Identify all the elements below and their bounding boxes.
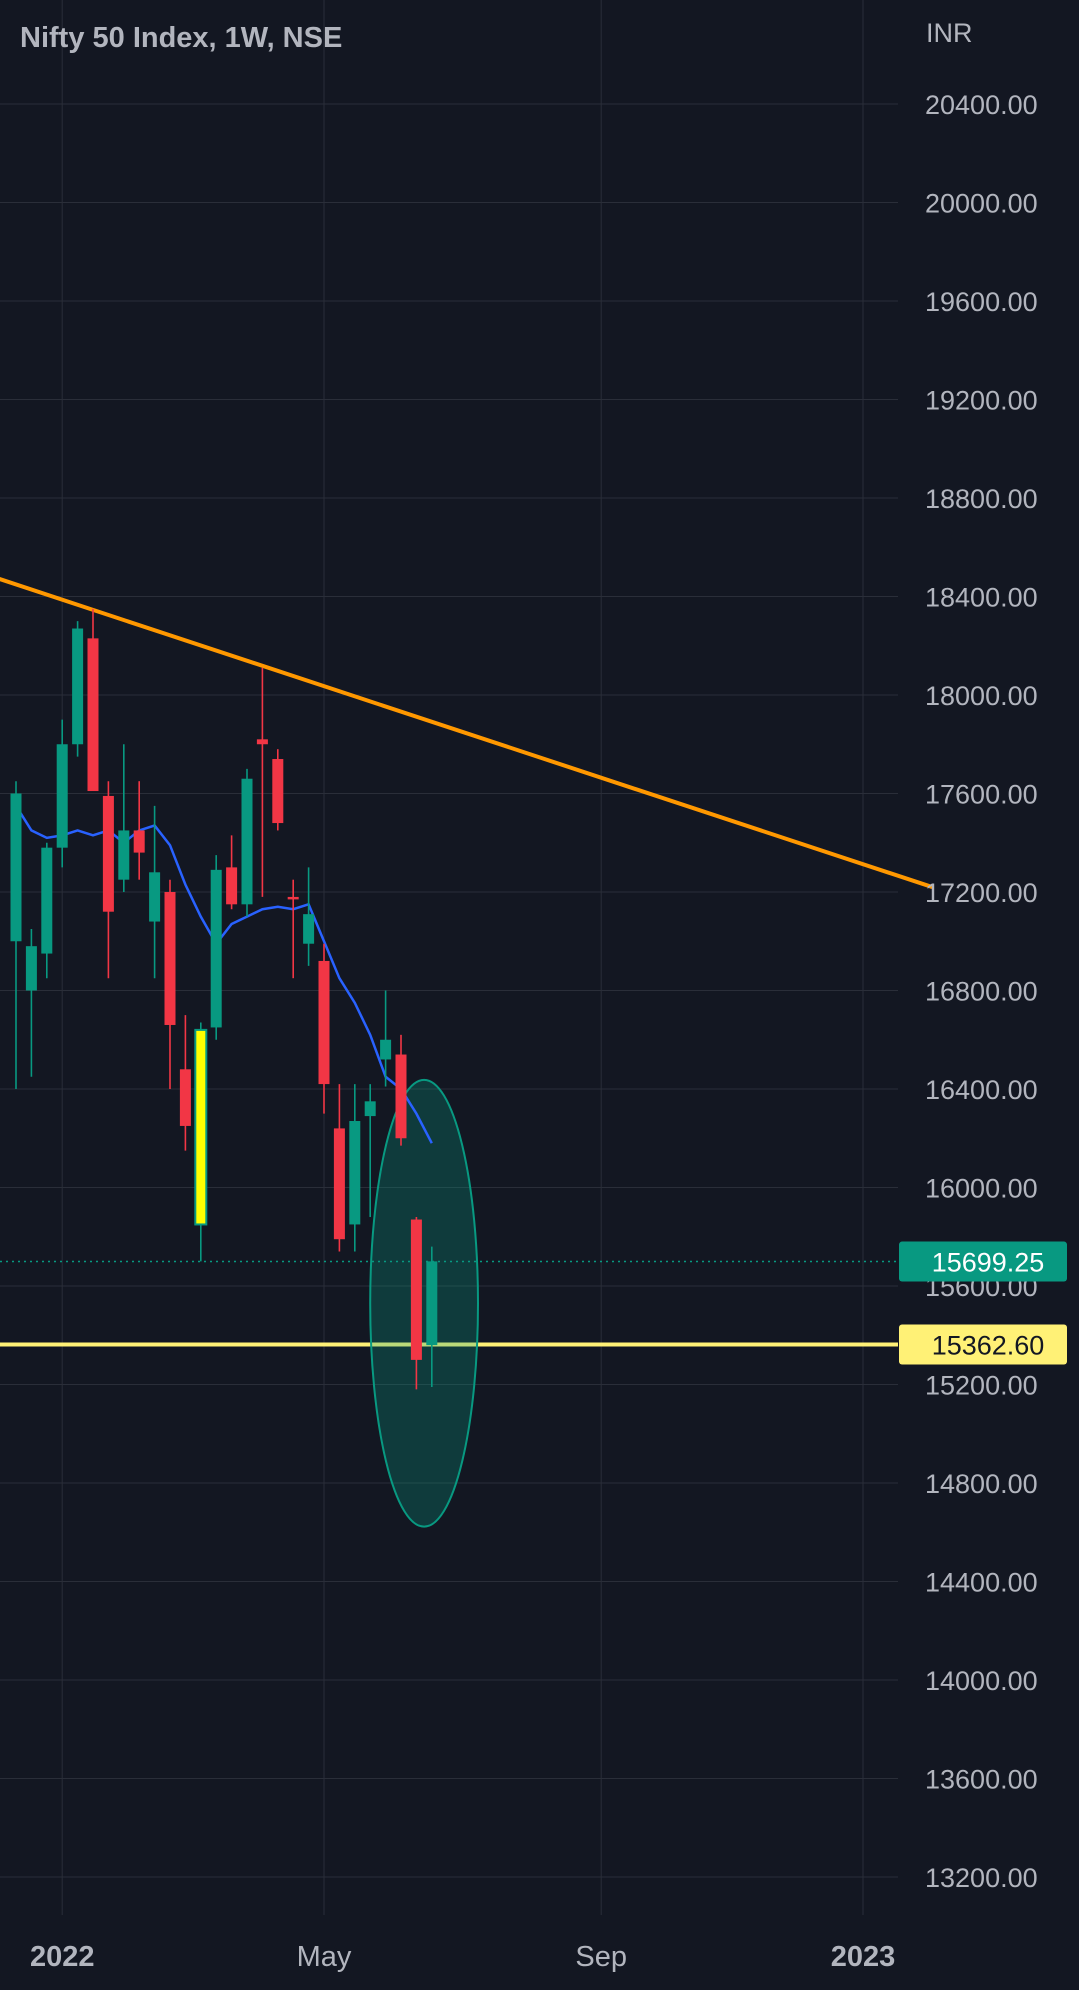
- x-tick-label: 2023: [831, 1941, 896, 1973]
- candle-body: [72, 628, 84, 745]
- chart-grid: [0, 0, 898, 1915]
- candle-body: [226, 867, 238, 905]
- candle-body: [210, 869, 222, 1028]
- candle-body: [10, 793, 22, 942]
- candle-body: [287, 896, 299, 900]
- price-axis[interactable]: INR 20400.00 20000.00 19600.00 19200.00 1880…: [925, 18, 1038, 1893]
- y-tick-label: 19200.00: [925, 386, 1038, 416]
- candle-body: [395, 1054, 407, 1139]
- x-tick-label: 2022: [30, 1941, 95, 1973]
- candle-body: [333, 1128, 345, 1240]
- candle-body: [349, 1121, 361, 1225]
- candle-body: [25, 946, 37, 991]
- candle-body: [241, 778, 253, 905]
- y-tick-label: 15200.00: [925, 1371, 1038, 1401]
- candle-body: [380, 1039, 392, 1060]
- currency-label: INR: [926, 18, 973, 48]
- y-tick-label: 16400.00: [925, 1075, 1038, 1105]
- y-tick-label: 20000.00: [925, 189, 1038, 219]
- y-tick-label: 14000.00: [925, 1666, 1038, 1696]
- y-tick-label: 17200.00: [925, 878, 1038, 908]
- candle-body: [303, 914, 315, 944]
- x-tick-label: Sep: [575, 1941, 627, 1973]
- candle-body: [118, 830, 130, 880]
- y-tick-label: 16800.00: [925, 977, 1038, 1007]
- candle-body: [256, 739, 268, 745]
- candle-body: [149, 872, 161, 922]
- support-price-tag: 15362.60: [932, 1330, 1045, 1360]
- y-tick-label: 14400.00: [925, 1568, 1038, 1598]
- candle-body: [102, 795, 114, 912]
- y-tick-label: 17600.00: [925, 780, 1038, 810]
- trendline-layer: [0, 577, 933, 889]
- y-tick-label: 18800.00: [925, 484, 1038, 514]
- last-price-tag: 15699.25: [932, 1248, 1045, 1278]
- highlight-ellipse[interactable]: [369, 1078, 480, 1528]
- y-tick-label: 13200.00: [925, 1863, 1038, 1893]
- support-price-tag-bg: [899, 1324, 1067, 1365]
- y-tick-label: 16000.00: [925, 1174, 1038, 1204]
- chart-title: Nifty 50 Index, 1W, NSE: [20, 22, 343, 54]
- y-tick-label: 18000.00: [925, 681, 1038, 711]
- resistance-trendline[interactable]: [0, 577, 933, 889]
- candle-body: [56, 744, 68, 848]
- candle-body: [364, 1101, 376, 1117]
- candle-body: [87, 638, 99, 792]
- time-axis[interactable]: 2022 May Sep 2023: [30, 1941, 895, 1973]
- candle-body: [164, 892, 176, 1025]
- candle-body: [426, 1261, 438, 1346]
- moving-average-line: [14, 805, 433, 1144]
- last-price-tag-bg: [899, 1241, 1067, 1282]
- moving-average-layer: [14, 805, 433, 1144]
- candle-body: [410, 1219, 422, 1360]
- candle-body: [41, 847, 53, 954]
- price-tags: 15699.25 15362.60: [899, 1241, 1067, 1365]
- y-tick-label: 20400.00: [925, 90, 1038, 120]
- candle-body: [179, 1069, 191, 1126]
- y-tick-label: 19600.00: [925, 287, 1038, 317]
- y-tick-label: 14800.00: [925, 1469, 1038, 1499]
- candle-body: [272, 759, 284, 824]
- candle-body: [318, 960, 330, 1085]
- ellipse-annotation-layer: [369, 1078, 480, 1528]
- candle-body: [194, 1028, 208, 1226]
- candle-body: [133, 830, 145, 853]
- y-tick-label: 18400.00: [925, 583, 1038, 613]
- candlestick-series: [10, 608, 438, 1390]
- x-tick-label: May: [297, 1941, 352, 1973]
- y-tick-label: 13600.00: [925, 1765, 1038, 1795]
